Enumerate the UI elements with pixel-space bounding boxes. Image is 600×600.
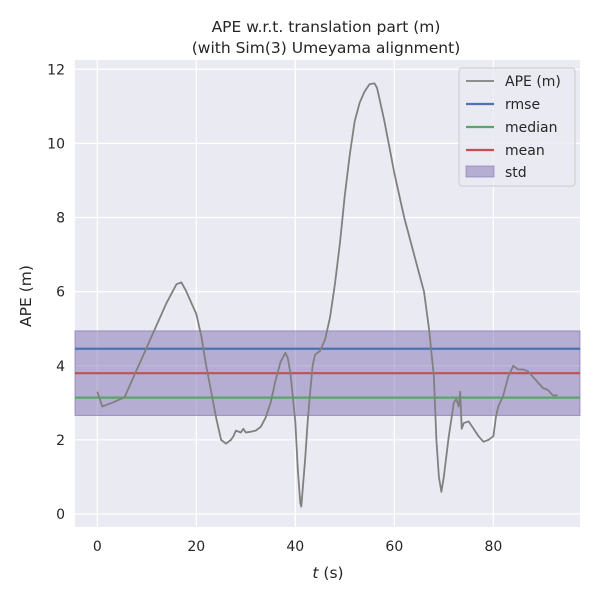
y-tick-label: 6 [56, 285, 65, 301]
ape-series-line [96, 82, 558, 508]
y-axis-label: APE (m) [17, 265, 35, 327]
y-tick-label: 2 [56, 433, 65, 449]
legend-label-std: std [505, 165, 527, 181]
legend-label-ape: APE (m) [505, 74, 561, 90]
legend-label-median: median [505, 120, 557, 136]
x-tick-label: 80 [484, 539, 502, 555]
x-tick-labels: 0 20 40 60 80 [93, 539, 502, 555]
x-tick-label: 0 [93, 539, 102, 555]
chart-subtitle: (with Sim(3) Umeyama alignment) [192, 39, 461, 57]
legend-label-mean: mean [505, 143, 545, 159]
y-tick-label: 10 [47, 136, 65, 152]
x-axis-label-unit: (s) [318, 564, 343, 582]
legend: APE (m) rmse median mean std [458, 67, 576, 187]
x-tick-label: 40 [286, 539, 304, 555]
x-axis-label-var: t [312, 564, 319, 582]
y-tick-label: 4 [56, 359, 65, 375]
legend-swatch-std [465, 165, 495, 178]
chart-title: APE w.r.t. translation part (m) [212, 18, 441, 36]
x-axis-label: t (s) [312, 564, 343, 582]
y-tick-label: 8 [56, 211, 65, 227]
y-tick-label: 0 [56, 507, 65, 523]
y-tick-label: 12 [47, 62, 65, 78]
legend-label-rmse: rmse [505, 97, 540, 113]
y-tick-labels: 0 2 4 6 8 10 12 [47, 62, 65, 523]
x-tick-label: 60 [385, 539, 403, 555]
x-tick-label: 20 [187, 539, 205, 555]
legend-frame [458, 67, 576, 187]
